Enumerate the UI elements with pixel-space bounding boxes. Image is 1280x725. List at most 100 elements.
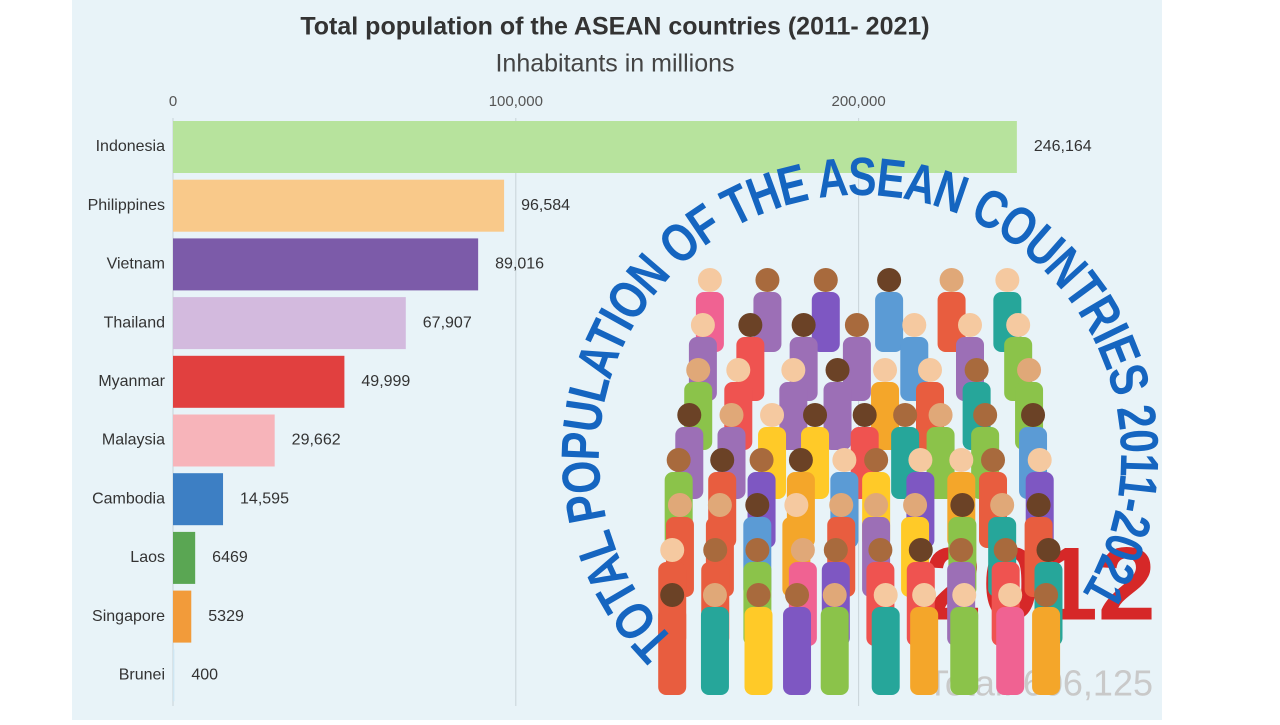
bar — [173, 355, 345, 408]
person-head — [949, 448, 974, 472]
person-body — [910, 607, 939, 695]
category-label: Laos — [130, 549, 165, 566]
person-body — [700, 607, 729, 695]
person-head — [677, 403, 702, 427]
person-head — [868, 538, 893, 562]
person-head — [912, 583, 937, 607]
person-head — [690, 313, 715, 337]
value-label: 246,164 — [1034, 138, 1092, 155]
person-head — [990, 493, 1015, 517]
person-head — [823, 538, 848, 562]
category-label: Indonesia — [96, 138, 165, 155]
person-body — [658, 607, 687, 695]
bar — [173, 531, 196, 584]
person-head — [873, 583, 898, 607]
bar — [173, 590, 192, 643]
chart-subtitle: Inhabitants in millions — [495, 50, 734, 78]
bar — [173, 649, 175, 702]
person-head — [788, 448, 813, 472]
person-head — [1026, 493, 1051, 517]
category-label: Thailand — [104, 314, 165, 331]
person-head — [825, 358, 850, 382]
value-label: 89,016 — [495, 256, 544, 273]
person-body — [744, 607, 773, 695]
person-head — [939, 268, 964, 292]
value-label: 96,584 — [521, 197, 570, 214]
person-head — [998, 583, 1023, 607]
bar — [173, 473, 224, 526]
person-head — [703, 538, 728, 562]
category-label: Myanmar — [98, 373, 165, 390]
person-head — [749, 448, 774, 472]
person-head — [822, 583, 847, 607]
category-label: Cambodia — [92, 490, 165, 507]
person-head — [902, 313, 927, 337]
person-head — [745, 538, 770, 562]
person-head — [829, 493, 854, 517]
person-head — [908, 448, 933, 472]
category-label: Malaysia — [102, 432, 165, 449]
person-head — [719, 403, 744, 427]
person-body — [842, 337, 871, 401]
bar — [173, 414, 275, 467]
chart-title: Total population of the ASEAN countries … — [300, 13, 929, 41]
person-head — [660, 538, 685, 562]
person-head — [790, 538, 815, 562]
value-label: 67,907 — [423, 314, 472, 331]
category-label: Philippines — [88, 197, 165, 214]
bar — [173, 121, 1017, 173]
person-head — [864, 448, 889, 472]
x-tick-label: 200,000 — [831, 93, 885, 110]
person-head — [864, 493, 889, 517]
person-head — [952, 583, 977, 607]
person-head — [781, 358, 806, 382]
value-label: 29,662 — [292, 432, 341, 449]
person-head — [1036, 538, 1061, 562]
person-head — [755, 268, 780, 292]
person-body — [875, 292, 904, 352]
person-body — [871, 607, 900, 695]
person-body — [950, 607, 979, 695]
person-head — [832, 448, 857, 472]
person-head — [666, 448, 691, 472]
person-head — [803, 403, 828, 427]
bar — [173, 238, 479, 291]
crowd-illustration — [658, 268, 1063, 695]
category-label: Brunei — [119, 667, 165, 684]
person-head — [973, 403, 998, 427]
person-head — [873, 358, 898, 382]
person-head — [964, 358, 989, 382]
person-head — [813, 268, 838, 292]
person-head — [784, 493, 809, 517]
person-head — [697, 268, 722, 292]
person-body — [937, 292, 966, 352]
person-head — [993, 538, 1018, 562]
category-label: Vietnam — [107, 256, 165, 273]
person-head — [928, 403, 953, 427]
value-label: 5329 — [208, 608, 244, 625]
x-tick-label: 100,000 — [489, 93, 543, 110]
person-head — [949, 538, 974, 562]
value-label: 14,595 — [240, 490, 289, 507]
bars: Indonesia 246,164 Philippines 96,584 Vietnam… — [88, 121, 1092, 702]
person-head — [785, 583, 810, 607]
person-head — [686, 358, 711, 382]
person-head — [1017, 358, 1042, 382]
person-head — [745, 493, 770, 517]
person-head — [893, 403, 918, 427]
person-head — [950, 493, 975, 517]
person-body — [811, 292, 840, 352]
category-label: Singapore — [92, 608, 165, 625]
bar — [173, 179, 505, 232]
value-label: 6469 — [212, 549, 248, 566]
x-tick-label: 0 — [169, 93, 177, 110]
person-body — [1032, 607, 1061, 695]
person-head — [957, 313, 982, 337]
person-head — [1006, 313, 1031, 337]
value-label: 400 — [191, 667, 218, 684]
person-head — [746, 583, 771, 607]
person-head — [1034, 583, 1059, 607]
person-head — [738, 313, 763, 337]
person-head — [852, 403, 877, 427]
